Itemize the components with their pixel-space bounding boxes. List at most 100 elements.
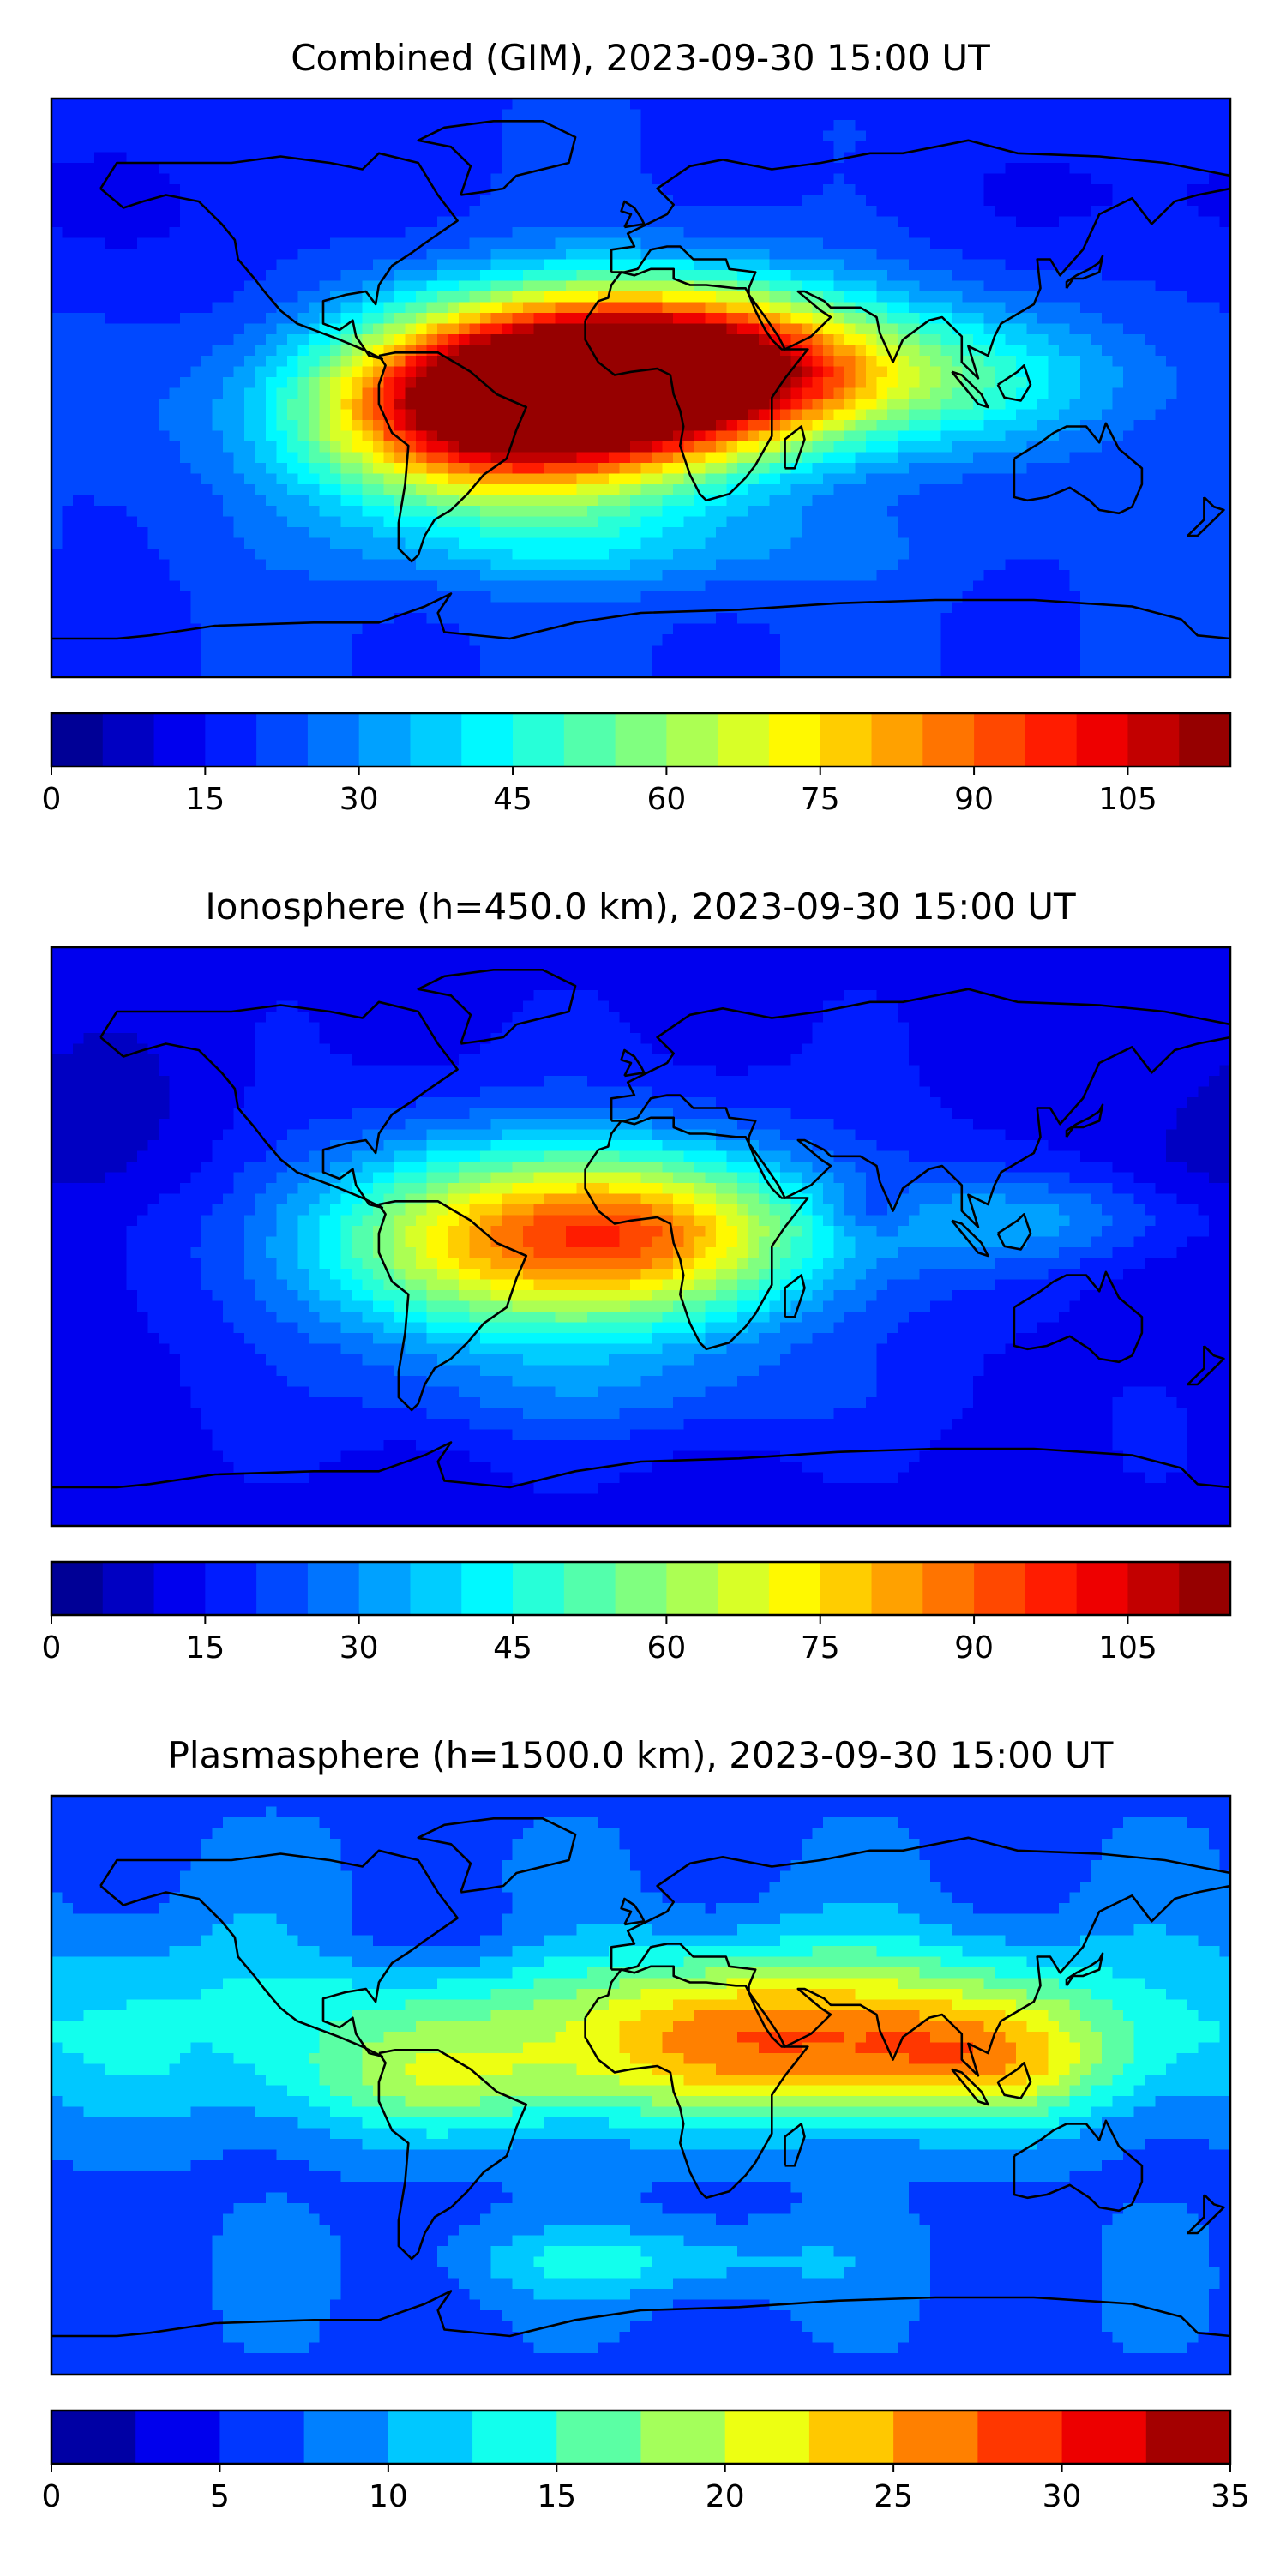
field-cell [405, 291, 417, 303]
field-cell [244, 506, 256, 518]
field-cell [737, 506, 749, 518]
field-cell [51, 120, 63, 132]
field-cell [587, 570, 599, 582]
field-cell [1112, 227, 1124, 239]
field-cell [1209, 206, 1221, 218]
field-cell [330, 570, 342, 582]
field-cell [555, 506, 567, 518]
field-cell [844, 270, 856, 282]
field-cell [159, 430, 171, 442]
field-cell [823, 452, 835, 464]
field-cell [1145, 549, 1157, 561]
field-cell [180, 109, 192, 121]
field-cell [373, 580, 385, 592]
field-cell [683, 291, 695, 303]
field-cell [405, 516, 417, 528]
field-cell [566, 441, 578, 453]
field-cell [609, 452, 621, 464]
field-cell [405, 420, 417, 432]
field-cell [426, 537, 438, 549]
field-cell [844, 570, 856, 582]
field-cell [201, 280, 213, 292]
field-cell [640, 173, 652, 185]
field-cell [737, 334, 749, 346]
field-cell [952, 356, 964, 368]
field-cell [276, 334, 288, 346]
field-cell [533, 516, 545, 528]
field-cell [1102, 452, 1114, 464]
field-cell [995, 409, 1007, 421]
field-cell [694, 195, 706, 207]
field-cell [737, 206, 749, 218]
field-cell [330, 259, 342, 271]
field-cell [297, 387, 309, 399]
field-cell [533, 366, 545, 378]
field-cell [1176, 549, 1188, 561]
field-cell [116, 259, 128, 271]
field-cell [1048, 313, 1060, 325]
field-cell [330, 387, 342, 399]
field-cell [73, 345, 85, 357]
field-cell [662, 270, 674, 282]
field-cell [287, 537, 299, 549]
field-cell [598, 495, 610, 507]
field-cell [255, 537, 267, 549]
field-cell [1037, 206, 1049, 218]
field-cell [919, 495, 931, 507]
field-cell [180, 366, 192, 378]
field-cell [566, 323, 578, 335]
field-cell [1069, 237, 1081, 249]
field-cell [502, 120, 514, 132]
field-cell [1080, 463, 1092, 475]
field-cell [652, 173, 664, 185]
field-cell [1091, 291, 1103, 303]
field-cell [73, 452, 85, 464]
field-cell [566, 420, 578, 432]
field-cell [319, 99, 331, 111]
field-cell [266, 323, 278, 335]
field-cell [190, 473, 202, 485]
field-cell [823, 516, 835, 528]
field-cell [83, 387, 95, 399]
field-cell [490, 270, 502, 282]
field-cell [297, 206, 309, 218]
field-cell [244, 441, 256, 453]
field-cell [995, 430, 1007, 442]
field-cell [748, 109, 760, 121]
field-cell [394, 441, 406, 453]
field-cell [566, 173, 578, 185]
field-cell [147, 270, 159, 282]
field-cell [802, 516, 814, 528]
field-cell [1059, 356, 1071, 368]
field-cell [1176, 377, 1188, 389]
field-cell [1005, 249, 1017, 261]
field-cell [1187, 259, 1199, 271]
field-cell [512, 216, 524, 228]
field-cell [898, 173, 910, 185]
field-cell [51, 291, 63, 303]
field-cell [662, 323, 674, 335]
field-cell [790, 195, 802, 207]
field-cell [1059, 506, 1071, 518]
field-cell [587, 130, 599, 142]
field-cell [94, 484, 106, 496]
field-cell [673, 152, 685, 164]
field-cell [244, 399, 256, 411]
field-cell [716, 259, 728, 271]
field-cell [287, 130, 299, 142]
field-cell [898, 430, 910, 442]
field-cell [1102, 291, 1114, 303]
field-cell [319, 377, 331, 389]
field-cell [833, 259, 845, 271]
field-cell [844, 345, 856, 357]
field-cell [469, 120, 481, 132]
field-cell [898, 141, 910, 153]
field-cell [459, 441, 471, 453]
field-cell [909, 249, 921, 261]
field-cell [352, 387, 364, 399]
field-cell [405, 366, 417, 378]
field-cell [1145, 99, 1157, 111]
field-cell [812, 387, 824, 399]
field-cell [898, 377, 910, 389]
field-cell [437, 237, 449, 249]
